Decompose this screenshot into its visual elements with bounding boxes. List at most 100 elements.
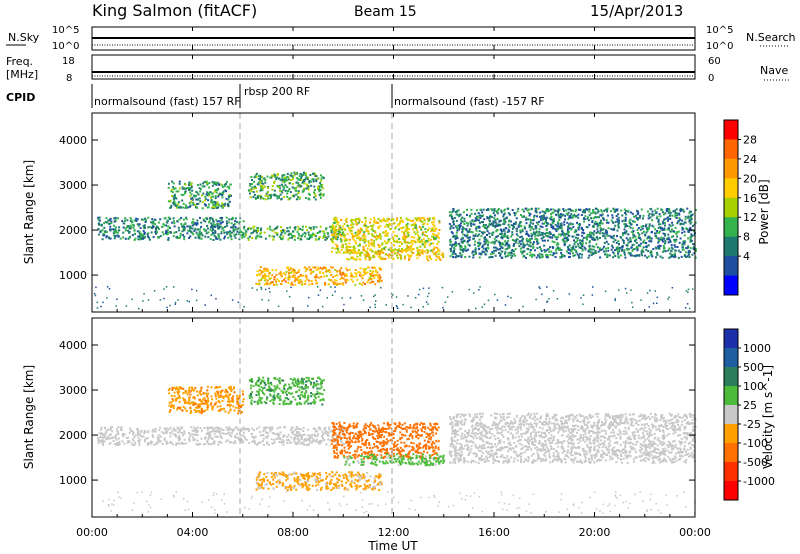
power-echo-cell [417,218,420,221]
power-echo-cell [372,274,375,277]
power-echo-cell [423,244,426,247]
power-echo-cell [316,232,319,234]
velocity-echo-cell [133,436,136,439]
power-echo-cell [263,267,266,270]
power-echo-cell [558,218,561,221]
power-echo-cell [536,215,538,218]
power-echo-cell [351,249,354,252]
power-echo-cell [401,219,404,222]
power-echo-cell [512,245,515,247]
power-echo-cell [360,283,363,286]
power-echo-cell [292,268,295,271]
power-echo-cell [324,235,327,237]
power-echo-cell [663,237,666,240]
power-echo-cell [122,236,125,239]
power-echo-cell [470,222,472,225]
velocity-echo-cell [137,430,140,432]
power-echo-cell [521,252,524,255]
power-echo-cell [690,239,693,242]
power-echo-cell [528,238,531,240]
velocity-echo-cell [178,391,180,393]
velocity-echo-cell [276,427,279,430]
power-echo-cell [304,232,307,235]
power-echo-cell [535,226,538,229]
power-echo-cell [579,239,581,242]
power-echo-cell [580,256,583,259]
power-echo-cell [631,248,634,251]
power-echo-cell [313,196,316,199]
power-echo-cell [267,275,270,278]
power-echo-cell [274,175,277,178]
velocity-echo-cell [158,429,161,432]
power-echo-cell [462,211,465,214]
power-echo-cell [402,226,405,229]
power-echo-cell [606,221,609,224]
power-echo-cell [365,271,368,274]
power-echo-cell [484,227,487,229]
power-echo-cell [393,222,396,225]
power-echo-cell [617,250,620,253]
power-echo-cell [103,222,106,225]
velocity-echo-cell [191,433,194,436]
power-echo-cell [351,232,354,235]
power-echo-cell [648,235,651,238]
power-echo-cell [212,203,215,206]
velocity-echo-cell [188,431,190,434]
power-echo-cell [309,272,312,275]
velocity-echo-cell [221,432,224,435]
power-echo-cell [278,280,280,283]
power-echo-cell [467,222,470,225]
power-echo-cell [541,239,544,242]
power-echo-cell [637,217,639,220]
power-echo-cell [694,221,697,224]
velocity-echo-cell [303,439,306,442]
power-echo-cell [433,216,436,219]
power-echo-cell [330,226,333,229]
power-echo-cell [415,226,418,229]
power-echo-cell [694,250,697,252]
power-echo-cell [354,269,357,271]
power-echo-cell [521,251,524,254]
power-echo-cell [375,238,378,241]
power-echo-cell [315,175,318,178]
power-echo-cell [623,219,626,222]
power-echo-cell [642,230,645,233]
power-echo-cell [306,187,309,190]
power-echo-cell [131,234,134,237]
power-echo-cell [357,250,360,253]
power-echo-cell [685,256,688,258]
power-echo-cell [293,235,296,238]
power-echo-cell [677,256,680,259]
power-echo-cell [338,231,341,234]
power-echo-cell [646,210,649,213]
power-echo-cell [472,234,475,237]
power-echo-cell [624,216,627,219]
power-echo-cell [548,217,551,220]
velocity-echo-cell [98,440,101,443]
velocity-echo-cell [174,388,177,391]
power-echo-cell [267,197,270,200]
power-echo-cell [635,247,638,250]
power-echo-cell [361,234,364,237]
power-echo-cell [211,230,214,232]
velocity-echo-cell [228,394,231,397]
power-echo-cell [532,246,535,248]
power-echo-cell [174,195,176,198]
power-echo-cell [130,219,133,222]
power-echo-cell [596,208,599,211]
power-echo-cell [684,251,687,254]
power-echo-cell [604,231,607,234]
velocity-echo-cell [173,395,176,398]
power-echo-cell [681,231,684,234]
power-echo-cell [259,181,262,184]
power-echo-cell [269,225,271,228]
power-echo-cell [497,224,500,227]
power-echo-cell [635,217,638,220]
power-scatter-cell [159,299,162,301]
power-scatter-cell [630,289,632,291]
power-echo-cell [625,244,628,247]
power-y-tick-label: 4000 [59,134,87,147]
power-echo-cell [105,236,108,239]
power-echo-cell [279,190,282,193]
power-echo-cell [399,254,402,257]
